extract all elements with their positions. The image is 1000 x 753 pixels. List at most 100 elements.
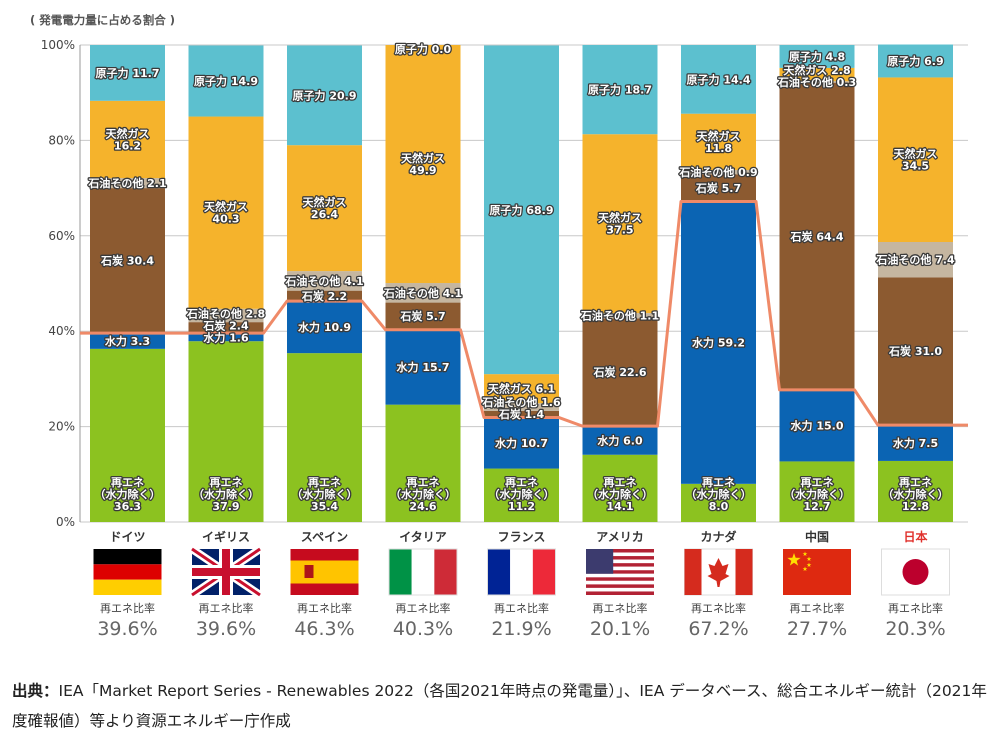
bar-segment-5 (878, 44, 953, 78)
segment-label: 石油その他 2.1 (87, 176, 166, 190)
segment-label-line: 再エネ (604, 476, 637, 489)
segment-label: 石油その他 4.1 (383, 286, 462, 300)
bar-segment-2 (779, 82, 855, 390)
renewable-ratio-value: 27.7% (787, 618, 847, 640)
china-flag (783, 549, 851, 595)
y-tick-label: 60% (48, 229, 75, 243)
source-note: 出典：IEA「Market Report Series - Renewables… (12, 676, 992, 736)
bar-segment-3 (287, 271, 362, 291)
segment-label-line: 天然ガス 6.1 (488, 382, 555, 396)
usa-flag (586, 549, 654, 595)
star-icon (806, 556, 812, 562)
bar-segment-0 (188, 341, 264, 522)
star-icon (802, 566, 808, 572)
renewable-ratio-label: 再エネ比率 (100, 601, 155, 615)
segment-label-line: 再エネ (210, 476, 243, 489)
segment-label-line: 原子力 4.8 (789, 49, 845, 63)
bar-segment-0 (681, 483, 756, 522)
segment-label: 石油その他 2.8 (186, 306, 265, 320)
category-label: イギリス (202, 529, 250, 544)
segment-label-line: （水力除く） (193, 487, 259, 501)
renewable-ratio-label: 再エネ比率 (593, 601, 648, 615)
segment-label-line: 36.3 (114, 500, 141, 513)
category-label: イタリア (399, 530, 447, 544)
bar-segment-4 (779, 67, 855, 82)
segment-label: 天然ガス 26.4 (303, 195, 347, 221)
bar-segment-3 (779, 81, 855, 83)
flag-part (586, 559, 654, 564)
star-icon (787, 553, 801, 566)
segment-label-line: 原子力 18.7 (588, 83, 652, 97)
renewable-ratio-value: 21.9% (491, 618, 551, 640)
segment-label-line: 12.8 (902, 500, 929, 513)
segment-label: 天然ガス 34.5 (894, 147, 938, 173)
bar-segment-3 (90, 178, 165, 189)
sun-disc (902, 559, 929, 585)
segment-label: 原子力 11.7 (96, 66, 160, 80)
segment-label: 天然ガス 16.2 (106, 126, 150, 152)
segment-label-line: 石油その他 0.3 (777, 75, 856, 89)
flag-part (586, 573, 654, 578)
star-icon (802, 551, 808, 557)
segment-label-line: 原子力 14.4 (687, 72, 751, 86)
segment-label: 天然ガス 11.8 (697, 129, 741, 155)
segment-label: 石油その他 0.9 (678, 165, 757, 179)
flag-part (389, 549, 412, 595)
y-tick-label: 20% (48, 420, 75, 434)
segment-label: 水力 10.7 (495, 436, 548, 450)
spain-flag (290, 549, 359, 595)
flag-part (586, 552, 654, 557)
segment-label-line: 11.2 (508, 500, 535, 513)
segment-label-line: 37.5 (606, 224, 633, 237)
segment-label: 水力 6.0 (597, 433, 643, 447)
segment-label-line: 水力 15.7 (397, 360, 450, 374)
renewable-ratio-value: 46.3% (294, 618, 354, 640)
flag-part (586, 570, 654, 574)
segment-label-line: 石油その他 2.1 (87, 176, 166, 190)
bar-segment-3 (681, 169, 756, 175)
segment-label: 石油その他 0.3 (777, 75, 856, 89)
segment-label-line: （水力除く） (95, 487, 161, 501)
segment-label: 石油その他 1.1 (580, 309, 659, 323)
italy-flag (388, 548, 458, 596)
segment-label-line: 34.5 (902, 160, 929, 173)
segment-label-line: 水力 6.0 (597, 433, 643, 447)
segment-label-line: 8.0 (709, 500, 729, 513)
segment-label-line: 天然ガス (303, 195, 347, 209)
segment-label-line: 石炭 1.4 (498, 407, 545, 421)
bar-segment-3 (484, 403, 559, 411)
segment-label: 石炭 1.4 (498, 407, 545, 421)
flag-part (586, 580, 654, 585)
segment-label: 水力 15.7 (397, 360, 450, 374)
renewable-ratio-label: 再エネ比率 (691, 601, 746, 615)
flag-part (586, 584, 654, 588)
segment-label: 石炭 2.2 (301, 289, 347, 303)
segment-label: 水力 15.0 (791, 419, 844, 433)
segment-label: 原子力 20.9 (293, 88, 357, 102)
bar-segment-1 (385, 329, 461, 405)
category-label: スペイン (301, 530, 348, 544)
segment-label: 石油その他 4.1 (284, 274, 363, 288)
bar-segment-5 (287, 45, 362, 146)
segment-label-line: 原子力 0.0 (395, 42, 452, 56)
category-label: 日本 (903, 529, 927, 544)
bar-segment-5 (681, 45, 756, 114)
segment-label-line: 天然ガス (106, 126, 150, 140)
segment-label: 水力 59.2 (692, 336, 745, 350)
segment-label-line: 水力 15.0 (791, 419, 844, 433)
bar-segment-1 (287, 301, 362, 354)
bar-segment-0 (484, 468, 559, 522)
segment-label-line: 水力 10.7 (495, 436, 548, 450)
bar-segment-1 (681, 201, 756, 484)
segment-label: 再エネ（水力除く） 37.9 (193, 476, 259, 513)
bar-segment-0 (878, 460, 953, 522)
segment-label: 原子力 6.9 (887, 54, 943, 68)
renewable-ratio-value: 20.1% (590, 618, 650, 640)
segment-label: 再エネ（水力除く） 36.3 (95, 476, 161, 513)
segment-label-line: 原子力 6.9 (887, 54, 943, 68)
segment-label-line: 天然ガス (697, 129, 741, 143)
segment-label-line: 再エネ (308, 476, 341, 489)
uk-flag (189, 545, 263, 599)
segment-label: 石炭 2.4 (202, 318, 249, 332)
maple-leaf-icon (707, 558, 730, 587)
